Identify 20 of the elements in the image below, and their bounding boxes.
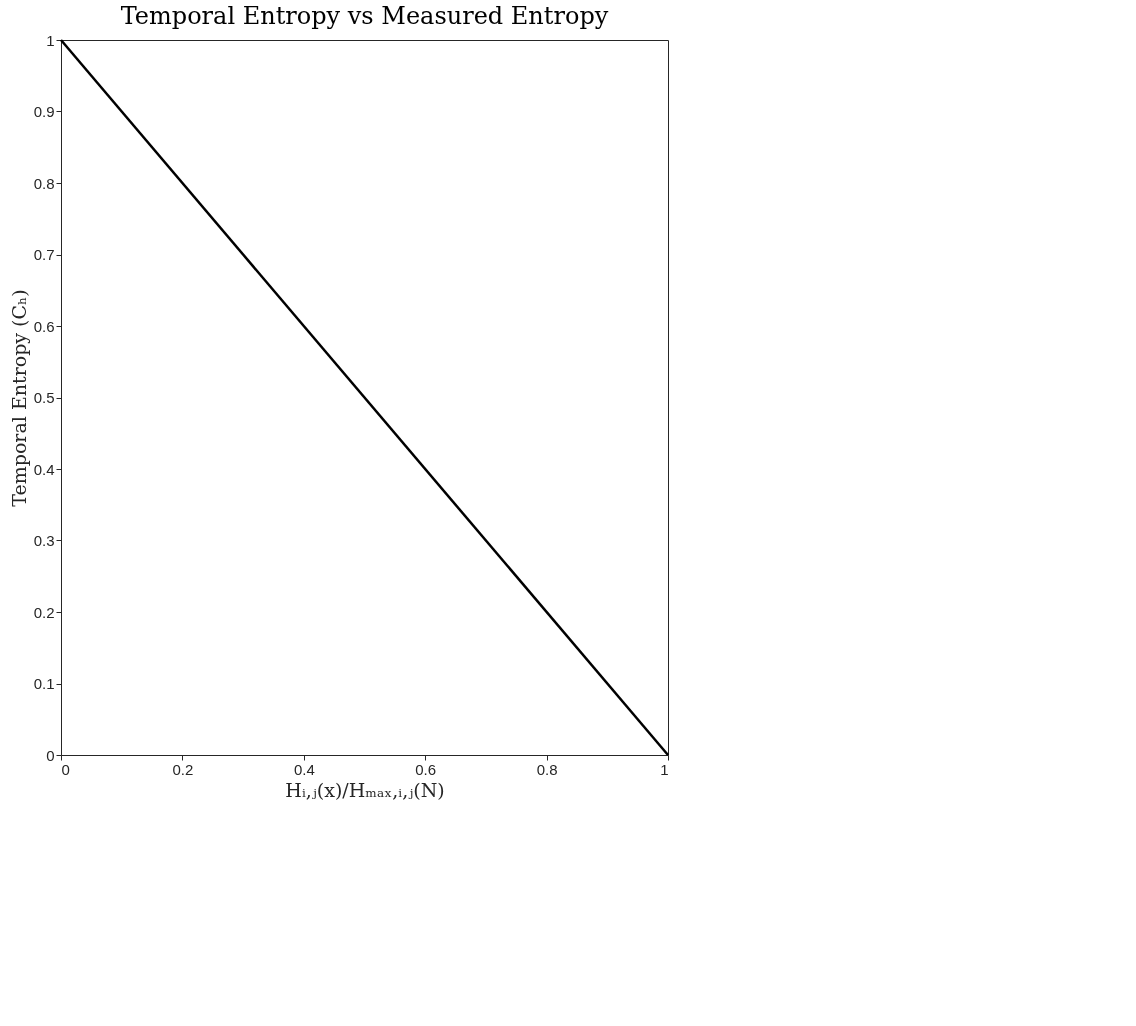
x-tick-label: 0 (61, 760, 70, 778)
y-tick-label: 0.9 (33, 103, 55, 120)
y-tick-label: 0 (46, 746, 55, 764)
y-tick-label: 0.1 (33, 675, 55, 692)
y-tick-label: 0.6 (33, 317, 55, 335)
x-tick-label: 0.2 (172, 760, 194, 778)
y-tick-label: 0.3 (33, 532, 55, 549)
y-tick-label: 0.7 (33, 246, 55, 263)
x-tick-label: 1 (660, 760, 669, 778)
y-tick-label: 0.5 (33, 389, 55, 406)
chart-title: Temporal Entropy vs Measured Entropy (120, 2, 609, 30)
y-axis-title: Temporal Entropy (Cₕ) (7, 289, 30, 507)
y-tick-label: 0.2 (33, 603, 55, 621)
x-tick-label: 0.8 (536, 760, 558, 778)
y-tick-label: 0.8 (33, 174, 55, 192)
x-tick-label: 0.4 (293, 760, 315, 778)
y-tick-label: 0.4 (33, 460, 55, 478)
x-tick-label: 0.6 (415, 760, 437, 778)
y-tick-label: 1 (46, 31, 55, 49)
x-axis-title: Hᵢ,ⱼ(x)/Hₘₐₓ,ᵢ,ⱼ(N) (285, 778, 445, 801)
